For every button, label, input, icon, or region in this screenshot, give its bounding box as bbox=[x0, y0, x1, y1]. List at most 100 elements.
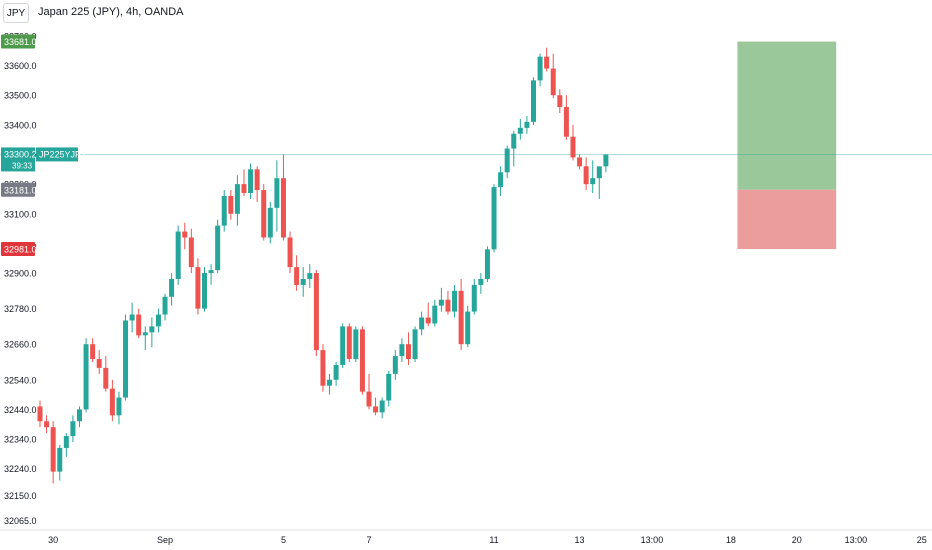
y-tick-label: 33400.0 bbox=[4, 120, 37, 130]
candle bbox=[149, 326, 155, 333]
candle bbox=[261, 190, 267, 238]
candle bbox=[44, 421, 50, 428]
candle bbox=[405, 344, 411, 360]
candle bbox=[346, 326, 352, 360]
candle bbox=[169, 278, 175, 297]
candle bbox=[596, 166, 602, 179]
target-price-label-bg bbox=[1, 34, 35, 49]
candle bbox=[333, 364, 339, 380]
candle bbox=[202, 273, 207, 309]
x-tick-label: 5 bbox=[281, 535, 286, 545]
candle bbox=[465, 311, 471, 345]
currency-badge[interactable]: JPY bbox=[3, 3, 29, 23]
candle bbox=[412, 329, 418, 360]
candle bbox=[544, 56, 550, 69]
candle bbox=[123, 320, 129, 398]
stop-price-label-bg bbox=[1, 242, 35, 257]
last-price-badge bbox=[1, 147, 35, 172]
candle bbox=[517, 127, 523, 134]
candle bbox=[129, 314, 135, 321]
candle bbox=[399, 344, 405, 357]
candle bbox=[215, 225, 221, 271]
candle bbox=[182, 231, 188, 238]
candle bbox=[537, 56, 543, 81]
candle bbox=[116, 397, 122, 416]
candle bbox=[287, 237, 293, 268]
y-tick-label: 32150.0 bbox=[4, 491, 37, 501]
x-tick-label: 25 bbox=[917, 535, 927, 545]
candle bbox=[307, 273, 313, 279]
y-tick-label: 32340.0 bbox=[4, 435, 37, 445]
candle bbox=[300, 278, 306, 285]
candle bbox=[570, 136, 576, 158]
candle bbox=[109, 388, 115, 416]
candle bbox=[103, 367, 109, 389]
candle bbox=[590, 178, 596, 185]
candle bbox=[484, 249, 490, 279]
candle bbox=[195, 267, 201, 309]
symbol-badge bbox=[36, 147, 78, 162]
candle bbox=[340, 326, 346, 365]
loss-zone bbox=[737, 189, 837, 250]
candle bbox=[392, 356, 398, 374]
last-price-value: 33300.2 bbox=[4, 149, 37, 159]
candle bbox=[136, 314, 142, 336]
candle bbox=[320, 350, 326, 386]
candle bbox=[155, 314, 161, 327]
countdown-timer: 39:33 bbox=[12, 161, 33, 170]
candle bbox=[70, 421, 76, 437]
symbol-label: JP225YJPY bbox=[39, 149, 87, 159]
candle bbox=[234, 184, 240, 214]
x-tick-label: 11 bbox=[489, 535, 498, 545]
candle bbox=[445, 299, 451, 312]
candle bbox=[373, 406, 379, 413]
candle bbox=[366, 391, 372, 407]
candle bbox=[438, 299, 444, 306]
candle bbox=[471, 284, 477, 312]
candle bbox=[142, 332, 148, 336]
candle bbox=[57, 447, 63, 472]
candle bbox=[359, 329, 365, 392]
candle bbox=[458, 290, 464, 345]
candle bbox=[294, 267, 300, 285]
candle bbox=[188, 237, 194, 268]
candle bbox=[432, 305, 438, 324]
y-tick-label: 32440.0 bbox=[4, 405, 37, 415]
candle bbox=[531, 80, 536, 122]
candle bbox=[353, 329, 359, 360]
candle bbox=[274, 178, 280, 208]
y-tick-label: 32240.0 bbox=[4, 464, 37, 474]
target-price-label: 33681.0 bbox=[4, 37, 37, 47]
candle bbox=[280, 178, 286, 238]
y-tick-label: 33100.0 bbox=[4, 209, 37, 219]
profit-zone bbox=[737, 41, 837, 190]
candle bbox=[419, 317, 425, 330]
x-tick-label: Sep bbox=[157, 535, 173, 545]
entry-price-label-bg bbox=[1, 182, 35, 197]
candle bbox=[90, 344, 96, 360]
candle bbox=[491, 187, 497, 250]
x-tick-label: 18 bbox=[726, 535, 736, 545]
candle bbox=[557, 95, 563, 108]
x-tick-label: 13 bbox=[575, 535, 585, 545]
candle bbox=[583, 166, 589, 185]
y-tick-label: 32900.0 bbox=[4, 269, 37, 279]
candle bbox=[478, 278, 484, 285]
candle bbox=[96, 359, 102, 368]
y-tick-label: 32660.0 bbox=[4, 340, 37, 350]
x-tick-label: 13:00 bbox=[845, 535, 868, 545]
candle bbox=[76, 409, 82, 422]
candle bbox=[425, 317, 431, 324]
candle bbox=[50, 427, 56, 472]
candle bbox=[452, 290, 458, 312]
y-tick-label: 33500.0 bbox=[4, 91, 37, 101]
entry-price-label: 33181.0 bbox=[4, 185, 37, 195]
candle bbox=[498, 172, 504, 188]
candle bbox=[175, 231, 181, 279]
y-tick-label: 32780.0 bbox=[4, 304, 37, 314]
y-tick-label: 33600.0 bbox=[4, 61, 37, 71]
x-tick-label: 20 bbox=[792, 535, 802, 545]
x-tick-label: 30 bbox=[48, 535, 58, 545]
